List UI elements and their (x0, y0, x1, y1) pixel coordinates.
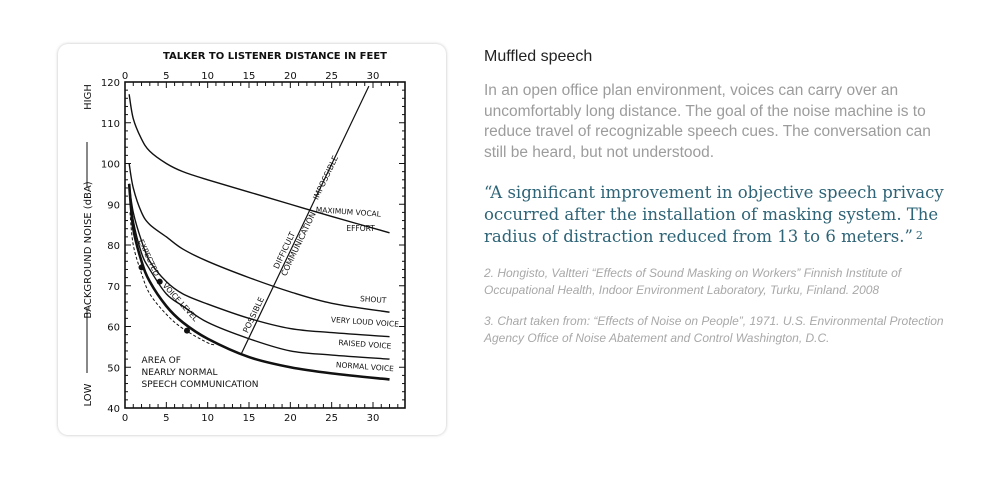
y-tick-label: 40 (107, 404, 120, 415)
quote-reference: 2 (915, 229, 923, 243)
chart-card: 0 0 5 5 10 10 15 15 20 20 25 25 30 30 40 50 60 70 80 90 100 1… (58, 44, 446, 435)
x-tick-label-bottom: 0 (122, 413, 128, 424)
area-label-line: SPEECH COMMUNICATION (142, 380, 259, 390)
x-tick-label-bottom: 5 (163, 413, 169, 424)
y-tick-label: 120 (101, 78, 120, 89)
pull-quote: “A significant improvement in objective … (484, 182, 954, 248)
x-tick-label-top: 10 (201, 71, 214, 82)
y-tick-label: 100 (101, 160, 120, 171)
series-line-shout (128, 163, 390, 313)
voice-level-label: VOICE LEVEL (161, 281, 201, 324)
x-tick-label-top: 20 (284, 71, 297, 82)
body-paragraph: In an open office plan environment, voic… (484, 82, 931, 161)
section-title: Muffled speech (484, 48, 593, 65)
y-tick-label: 60 (107, 323, 120, 334)
communication-line (240, 85, 370, 356)
series-label: MAXIMUM VOCAL (316, 205, 383, 219)
y-tick-label: 70 (107, 282, 120, 293)
y-high-label: HIGH (83, 84, 94, 110)
series-label: RAISED VOICE (338, 338, 392, 351)
x-axis-title: TALKER TO LISTENER DISTANCE IN FEET (163, 51, 387, 62)
series-label: EFFORT (346, 224, 375, 233)
impossible-label: IMPOSSIBLE (311, 154, 340, 201)
series-line-normal-voice (127, 183, 390, 381)
y-axis-title: BACKGROUND NOISE (dBA) (83, 181, 94, 318)
y-tick-label: 80 (107, 241, 120, 252)
series-line-very-loud-voice (128, 183, 390, 338)
series-line-maximum-vocal (128, 94, 390, 234)
y-low-label: LOW (83, 383, 94, 406)
series-label: VERY LOUD VOICE (331, 315, 400, 329)
x-tick-label-bottom: 25 (325, 413, 338, 424)
expected-voice-point (138, 264, 145, 271)
article-column: Muffled speech In an open office plan en… (484, 46, 954, 361)
x-tick-label-top: 0 (122, 71, 128, 82)
y-tick-label: 50 (107, 363, 120, 374)
y-tick-label: 90 (107, 200, 120, 211)
y-tick-label: 110 (101, 119, 120, 130)
expected-voice-point (184, 327, 190, 334)
x-tick-label-top: 5 (163, 71, 169, 82)
area-label-line: AREA OF (142, 356, 181, 366)
footnote-3: 3. Chart taken from: “Effects of Noise o… (484, 313, 944, 345)
noise-distance-chart: 0 0 5 5 10 10 15 15 20 20 25 25 30 30 40 50 60 70 80 90 100 1… (83, 51, 406, 424)
series-label: SHOUT (360, 294, 387, 305)
series-line-raised-voice (128, 183, 390, 360)
series-label: NORMAL VOICE (336, 360, 395, 373)
expected-voice-point (156, 278, 163, 285)
x-tick-label-bottom: 15 (243, 413, 256, 424)
x-tick-label-top: 30 (367, 71, 380, 82)
x-tick-label-top: 25 (325, 71, 338, 82)
x-tick-label-bottom: 10 (201, 413, 214, 424)
series-line-dashed (129, 212, 217, 346)
area-label-line: NEARLY NORMAL (142, 368, 218, 378)
footnote-2: 2. Hongisto, Valtteri “Effects of Sound … (484, 265, 902, 297)
x-tick-label-bottom: 20 (284, 413, 297, 424)
quote-text: “A significant improvement in objective … (484, 183, 944, 247)
x-tick-label-top: 15 (243, 71, 256, 82)
x-tick-label-bottom: 30 (367, 413, 380, 424)
